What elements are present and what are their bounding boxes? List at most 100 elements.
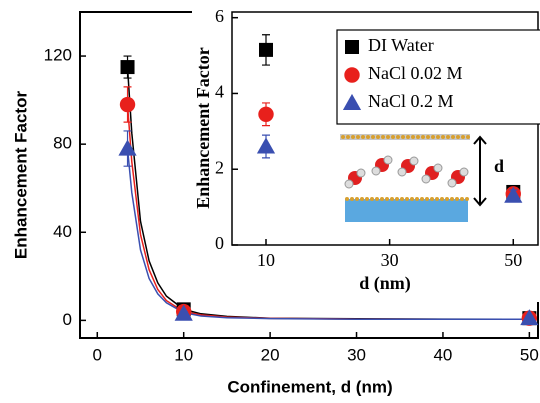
atom [465, 197, 469, 201]
atom [395, 197, 399, 201]
plot-frame [231, 11, 539, 246]
atom [376, 135, 380, 139]
atom [341, 135, 345, 139]
y-axis-label: Enhancement Factor [193, 47, 213, 208]
legend-entry: NaCl 0.2 M [342, 91, 454, 111]
diagram: d [340, 134, 504, 222]
atom [356, 135, 360, 139]
y-tick-label: 0 [215, 233, 224, 253]
atom [361, 135, 365, 139]
atom [360, 197, 364, 201]
atom [355, 197, 359, 201]
atom [431, 135, 435, 139]
atom [366, 135, 370, 139]
marker [119, 96, 136, 113]
atom [425, 197, 429, 201]
atom [406, 135, 410, 139]
x-axis-label: Confinement, d (nm) [227, 377, 392, 396]
marker [342, 93, 362, 110]
y-tick-label: 120 [44, 46, 72, 65]
x-tick-label: 50 [504, 250, 522, 270]
atom [466, 135, 470, 139]
atom [460, 197, 464, 201]
marker [258, 106, 274, 122]
atom [415, 197, 419, 201]
y-tick-label: 40 [53, 222, 72, 241]
molecule-h [397, 167, 407, 177]
molecule-h [409, 156, 419, 166]
legend-label: NaCl 0.2 M [368, 91, 454, 111]
atom [400, 197, 404, 201]
atom [446, 135, 450, 139]
atom [345, 197, 349, 201]
marker [256, 137, 276, 154]
atom [370, 197, 374, 201]
molecule-h [356, 168, 366, 178]
x-tick-label: 10 [174, 345, 193, 364]
atom [455, 197, 459, 201]
atom [421, 135, 425, 139]
atom [375, 197, 379, 201]
bottom-plate [345, 199, 468, 222]
atom [430, 197, 434, 201]
x-tick-label: 0 [93, 345, 102, 364]
atom [416, 135, 420, 139]
atom [426, 135, 430, 139]
atom [381, 135, 385, 139]
marker [120, 60, 135, 75]
molecule-h [447, 178, 457, 188]
atom [380, 197, 384, 201]
atom [346, 135, 350, 139]
x-axis-label: d (nm) [359, 273, 411, 294]
atom [461, 135, 465, 139]
y-tick-label: 4 [215, 82, 224, 102]
marker [118, 139, 137, 156]
atom [436, 135, 440, 139]
x-tick-label: 20 [261, 345, 280, 364]
atom [396, 135, 400, 139]
y-axis-label: Enhancement Factor [11, 91, 30, 260]
marker [520, 309, 539, 326]
atom [385, 197, 389, 201]
x-tick-label: 30 [347, 345, 366, 364]
atom [440, 197, 444, 201]
molecule-h [433, 163, 443, 173]
x-tick-label: 10 [257, 250, 275, 270]
atom [391, 135, 395, 139]
atom [435, 197, 439, 201]
atom [350, 197, 354, 201]
distance-label: d [494, 156, 504, 176]
y-tick-label: 6 [215, 6, 224, 26]
legend-box [336, 29, 540, 125]
atom [371, 135, 375, 139]
marker [345, 40, 359, 54]
y-tick-label: 80 [53, 134, 72, 153]
y-tick-label: 2 [215, 157, 224, 177]
atom [351, 135, 355, 139]
legend-label: DI Water [368, 35, 434, 55]
atom [456, 135, 460, 139]
x-tick-label: 30 [381, 250, 399, 270]
molecule-h [459, 167, 469, 177]
atom [451, 135, 455, 139]
molecule-h [383, 155, 393, 165]
legend-entry: NaCl 0.02 M [344, 63, 463, 83]
marker [259, 42, 273, 57]
atom [365, 197, 369, 201]
marker [504, 186, 523, 203]
y-tick-label: 0 [63, 310, 72, 329]
legend-entry: DI Water [345, 35, 434, 55]
atom [450, 197, 454, 201]
molecule-h [344, 179, 354, 189]
x-tick-label: 40 [433, 345, 452, 364]
atom [401, 135, 405, 139]
atom [441, 135, 445, 139]
atom [411, 135, 415, 139]
legend-label: NaCl 0.02 M [368, 63, 463, 83]
atom [445, 197, 449, 201]
atom [386, 135, 390, 139]
atom [420, 197, 424, 201]
atom [405, 197, 409, 201]
